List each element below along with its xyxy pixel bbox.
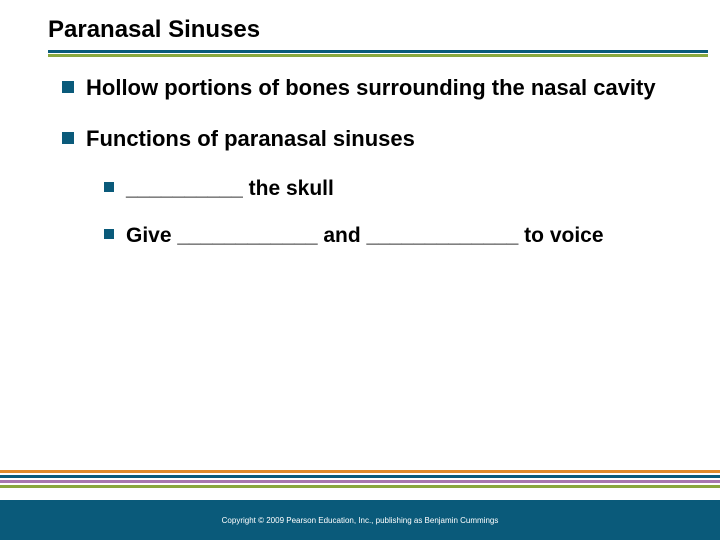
content-area: Hollow portions of bones surrounding the… (62, 74, 672, 268)
slide: Paranasal Sinuses Hollow portions of bon… (0, 0, 720, 540)
title-underline-bottom (48, 54, 708, 57)
accent-bar (0, 485, 720, 488)
square-bullet-icon (104, 229, 114, 239)
footer-accent-bars (0, 470, 720, 490)
copyright-text: Copyright © 2009 Pearson Education, Inc.… (222, 516, 499, 525)
bullet-level1: Functions of paranasal sinuses (62, 125, 672, 154)
accent-bar (0, 480, 720, 483)
accent-bar (0, 470, 720, 473)
bullet-text: Functions of paranasal sinuses (86, 125, 415, 154)
square-bullet-icon (62, 81, 74, 93)
footer-bar: Copyright © 2009 Pearson Education, Inc.… (0, 500, 720, 540)
title-text: Paranasal Sinuses (48, 16, 260, 43)
bullet-level1: Hollow portions of bones surrounding the… (62, 74, 672, 103)
square-bullet-icon (104, 182, 114, 192)
slide-title: Paranasal Sinuses (48, 16, 672, 44)
bullet-text: Give ____________ and _____________ to v… (126, 222, 604, 250)
title-underline (48, 50, 708, 57)
accent-bar (0, 475, 720, 478)
bullet-level2: Give ____________ and _____________ to v… (104, 222, 672, 250)
square-bullet-icon (62, 132, 74, 144)
bullet-level2: __________ the skull (104, 175, 672, 203)
bullet-text: Hollow portions of bones surrounding the… (86, 74, 656, 103)
bullet-text: __________ the skull (126, 175, 334, 203)
title-underline-top (48, 50, 708, 53)
sub-bullet-group: __________ the skull Give ____________ a… (104, 175, 672, 250)
